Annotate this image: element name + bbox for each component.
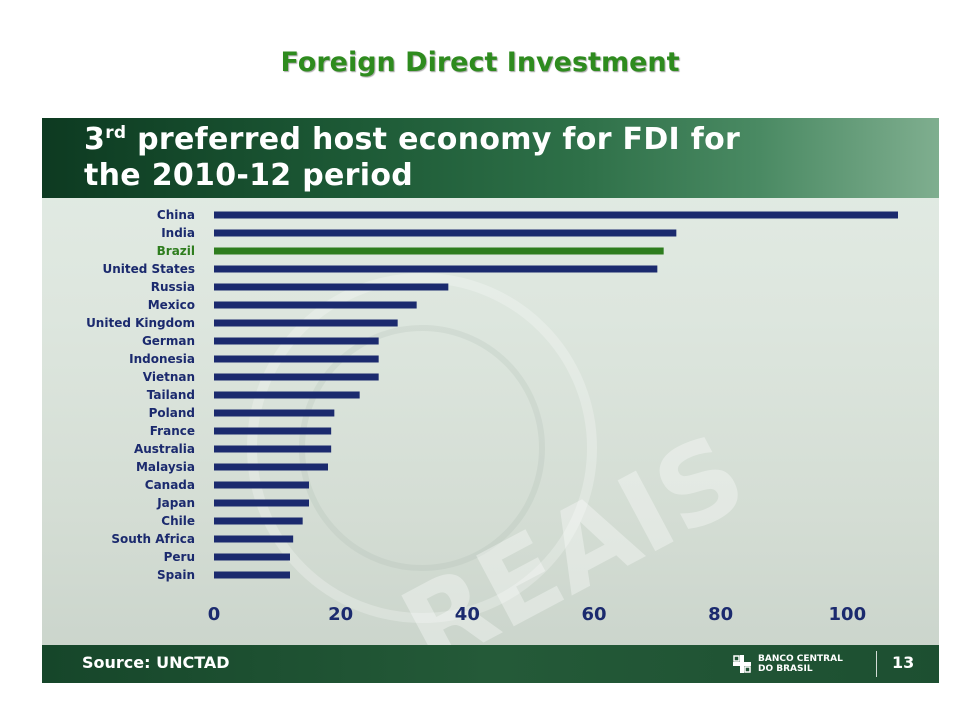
bank-logo-icon [733,655,751,673]
category-label-indonesia: Indonesia [129,352,195,366]
bar-russia [214,283,449,291]
bar-tailand [214,391,360,399]
footer-divider [876,651,877,677]
category-label-russia: Russia [151,280,195,294]
slide-title-line1: 3rd preferred host economy for FDI for [84,122,741,157]
bar-united-states [214,265,658,273]
category-label-poland: Poland [149,406,195,420]
bar-japan [214,499,309,507]
slide-footer: Source: UNCTAD BANCO CENTRAL DO BRASIL 1… [42,645,939,683]
bar-south-africa [214,535,294,543]
category-label-japan: Japan [156,496,195,510]
category-label-brazil: Brazil [157,244,195,258]
page-title: Foreign Direct Investment [280,47,680,78]
slide-header: 3rd preferred host economy for FDI for t… [42,118,939,198]
x-axis-ticks: 0 20 40 60 80 100 [208,604,866,625]
bar-canada [214,481,309,489]
fdi-bar-chart: REAIS 0 20 40 60 80 100 China India Brazil Unite… [86,208,898,683]
bar-peru [214,553,290,561]
category-label-vietnan: Vietnan [143,370,195,384]
bars [214,211,898,579]
x-tick-label-40: 40 [455,604,480,625]
bar-chile [214,517,303,525]
category-label-spain: Spain [157,568,195,582]
bar-german [214,337,379,345]
bar-china [214,211,898,219]
x-tick-label-60: 60 [581,604,606,625]
category-label-peru: Peru [164,550,195,564]
bar-spain [214,571,290,579]
bar-poland [214,409,335,417]
category-label-france: France [150,424,195,438]
category-label-canada: Canada [145,478,195,492]
category-label-china: China [157,208,195,222]
category-labels: China India Brazil United States Russia Mexic… [86,208,195,582]
bar-indonesia [214,355,379,363]
category-label-mexico: Mexico [148,298,195,312]
bar-australia [214,445,332,453]
category-label-tailand: Tailand [147,388,195,402]
x-tick-label-100: 100 [829,604,867,625]
category-label-malaysia: Malaysia [136,460,195,474]
bar-malaysia [214,463,328,471]
x-tick-label-80: 80 [708,604,733,625]
bar-brazil [214,247,664,255]
category-label-german: German [142,334,195,348]
source-note: Source: UNCTAD [82,653,230,672]
bar-united-kingdom [214,319,398,327]
bar-france [214,427,332,435]
bar-mexico [214,301,417,309]
category-label-australia: Australia [134,442,195,456]
category-label-united-states: United States [102,262,195,276]
bar-india [214,229,677,237]
x-tick-label-0: 0 [208,604,221,625]
watermark-text: REAIS [382,409,764,683]
bank-logo: BANCO CENTRAL DO BRASIL [732,652,882,676]
bank-name: BANCO CENTRAL DO BRASIL [758,654,843,674]
page-number: 13 [892,653,915,672]
category-label-south-africa: South Africa [111,532,195,546]
category-label-india: India [161,226,195,240]
category-label-united-kingdom: United Kingdom [86,316,195,330]
slide-title-line2: the 2010-12 period [84,158,414,193]
slide-image: REAIS 0 20 40 60 80 100 China India Brazil Unite… [42,118,939,683]
bar-vietnan [214,373,379,381]
category-label-chile: Chile [161,514,195,528]
x-tick-label-20: 20 [328,604,353,625]
